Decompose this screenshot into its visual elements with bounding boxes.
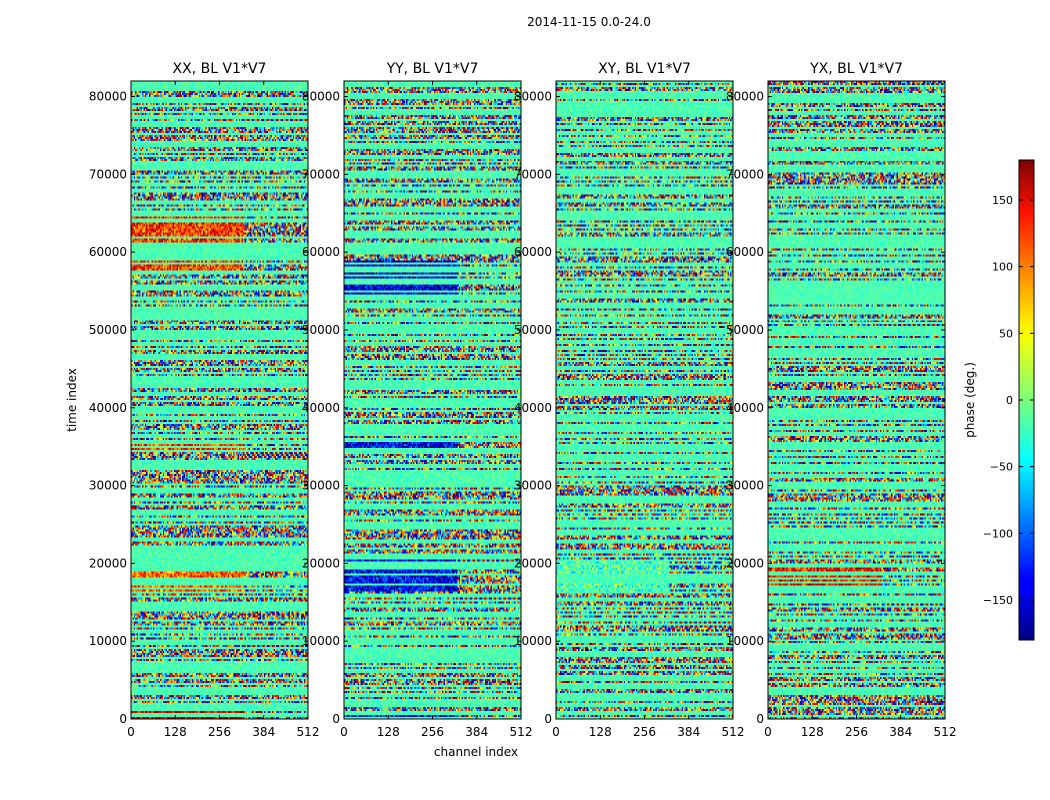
heatmap-image — [131, 81, 308, 719]
panel-1: XX, BL V1*V7 0 128 256 384 512 0 10000 20000 3000… — [89, 61, 320, 739]
heatmap-image — [768, 81, 945, 719]
x-axis-label: channel index — [434, 745, 518, 759]
y-tick-label: 40000 — [302, 401, 340, 415]
x-tick-label: 512 — [297, 725, 320, 739]
colorbar: 150 100 50 0 −50 −100 −150 phase (deg.) — [963, 159, 1035, 641]
panel-4: YX, BL V1*V7 0 128 256 384 512 0 10000 20000 3000… — [726, 61, 957, 739]
y-tick-label: 80000 — [514, 90, 552, 104]
y-tick-label: 60000 — [514, 245, 552, 259]
x-tick-label: 0 — [127, 725, 135, 739]
colorbar-tick-label: −50 — [990, 461, 1013, 474]
x-tick-label: 256 — [208, 725, 231, 739]
y-tick-label: 10000 — [89, 634, 127, 648]
colorbar-tick-label: −100 — [983, 527, 1013, 540]
panel-title: YY, BL V1*V7 — [386, 61, 479, 77]
panel-2: YY, BL V1*V7 0 128 256 384 512 0 10000 20000 3000… — [302, 61, 533, 739]
x-tick-label: 256 — [421, 725, 444, 739]
y-tick-label: 70000 — [514, 167, 552, 181]
x-tick-label: 0 — [764, 725, 772, 739]
y-tick-label: 30000 — [89, 479, 127, 493]
y-tick-label: 40000 — [89, 401, 127, 415]
y-tick-label: 0 — [119, 712, 127, 726]
x-tick-label: 128 — [589, 725, 612, 739]
colorbar-tick-label: −150 — [983, 594, 1013, 607]
y-tick-label: 0 — [756, 712, 764, 726]
x-tick-label: 0 — [340, 725, 348, 739]
panel-title: XX, BL V1*V7 — [173, 61, 267, 77]
y-tick-label: 40000 — [726, 401, 764, 415]
colorbar-ticks: 150 100 50 0 −50 −100 −150 — [983, 194, 1034, 607]
y-tick-label: 10000 — [726, 634, 764, 648]
y-tick-label: 0 — [544, 712, 552, 726]
y-tick-label: 10000 — [302, 634, 340, 648]
y-tick-label: 50000 — [514, 323, 552, 337]
colorbar-tick-label: 50 — [999, 327, 1013, 340]
x-tick-label: 128 — [377, 725, 400, 739]
y-tick-label: 10000 — [514, 634, 552, 648]
colorbar-tick-label: 100 — [992, 261, 1013, 274]
x-tick-label: 256 — [633, 725, 656, 739]
y-tick-label: 50000 — [302, 323, 340, 337]
y-tick-label: 50000 — [726, 323, 764, 337]
y-tick-label: 30000 — [302, 479, 340, 493]
y-tick-label: 20000 — [726, 556, 764, 570]
y-tick-label: 80000 — [89, 90, 127, 104]
x-tick-label: 384 — [465, 725, 488, 739]
colorbar-tick-label: 0 — [1006, 394, 1013, 407]
y-tick-label: 0 — [332, 712, 340, 726]
y-tick-label: 60000 — [89, 245, 127, 259]
panel-3: XY, BL V1*V7 0 128 256 384 512 0 10000 20000 3000… — [514, 61, 745, 739]
x-tick-label: 256 — [845, 725, 868, 739]
x-tick-label: 0 — [552, 725, 560, 739]
heatmap-image — [344, 81, 521, 719]
y-tick-label: 40000 — [514, 401, 552, 415]
y-tick-label: 60000 — [302, 245, 340, 259]
panel-title: XY, BL V1*V7 — [598, 61, 691, 77]
y-tick-label: 20000 — [302, 556, 340, 570]
y-tick-label: 20000 — [514, 556, 552, 570]
x-tick-label: 384 — [252, 725, 275, 739]
y-tick-label: 60000 — [726, 245, 764, 259]
colorbar-tick-label: 150 — [992, 194, 1013, 207]
colorbar-label: phase (deg.) — [963, 362, 977, 438]
y-tick-label: 80000 — [726, 90, 764, 104]
x-tick-label: 512 — [510, 725, 533, 739]
y-tick-label: 70000 — [726, 167, 764, 181]
y-tick-label: 30000 — [514, 479, 552, 493]
x-tick-label: 512 — [934, 725, 957, 739]
y-tick-label: 50000 — [89, 323, 127, 337]
heatmap-image — [556, 81, 733, 719]
y-tick-label: 30000 — [726, 479, 764, 493]
panel-title: YX, BL V1*V7 — [809, 61, 903, 77]
x-tick-label: 384 — [889, 725, 912, 739]
x-tick-label: 512 — [722, 725, 745, 739]
y-tick-label: 20000 — [89, 556, 127, 570]
x-tick-label: 384 — [677, 725, 700, 739]
y-axis-label: time index — [65, 368, 79, 432]
x-tick-label: 128 — [801, 725, 824, 739]
figure-title: 2014-11-15 0.0-24.0 — [527, 15, 651, 29]
y-tick-label: 80000 — [302, 90, 340, 104]
x-tick-label: 128 — [164, 725, 187, 739]
y-tick-label: 70000 — [302, 167, 340, 181]
panels: XX, BL V1*V7 0 128 256 384 512 0 10000 20000 3000… — [89, 61, 957, 739]
y-tick-label: 70000 — [89, 167, 127, 181]
